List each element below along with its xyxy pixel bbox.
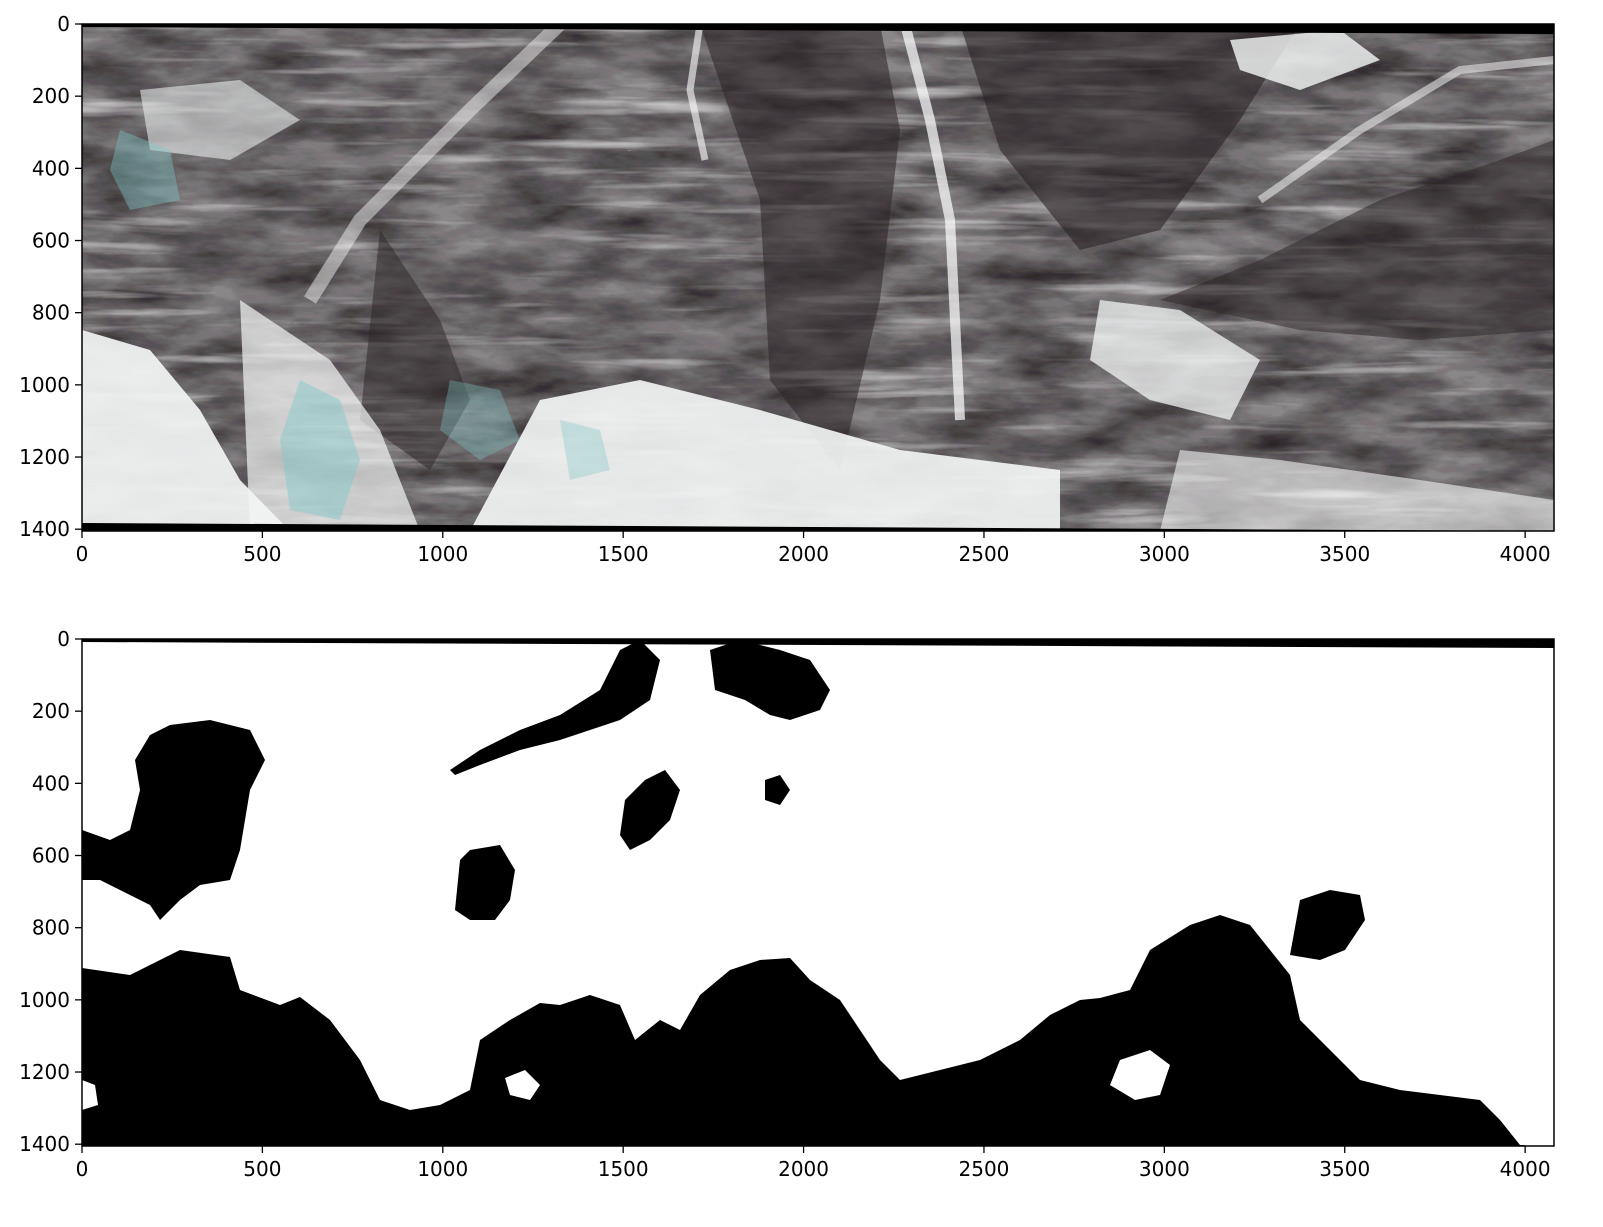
x-tick-label: 1500 (598, 1157, 649, 1181)
snow-mask-axes: 0 500 1000 1500 2000 2500 3000 3500 4000 0 200 400 6… (19, 627, 1550, 1181)
y-tick-label: 800 (32, 301, 70, 325)
y-tick-label: 600 (32, 844, 70, 868)
x-tick-label: 2500 (959, 542, 1010, 566)
y-tick-label: 800 (32, 916, 70, 940)
y-tick-label: 400 (32, 771, 70, 795)
x-tick-label: 2500 (959, 1157, 1010, 1181)
x-tick-label: 4000 (1500, 1157, 1551, 1181)
x-tick-label: 2000 (778, 1157, 829, 1181)
satellite-image (82, 24, 1554, 531)
snow-mask-frame (81, 638, 1555, 1147)
x-tick-label: 2000 (778, 542, 829, 566)
y-tick-label: 1400 (19, 1132, 70, 1156)
y-tick-label: 200 (32, 84, 70, 108)
y-tick-label: 1000 (19, 373, 70, 397)
x-tick-label: 3500 (1319, 542, 1370, 566)
y-tick-label: 0 (57, 627, 70, 651)
y-tick-label: 400 (32, 156, 70, 180)
satellite-image-panel: 0 500 1000 1500 2000 2500 3000 3500 4000 0 200 400 6… (19, 12, 1555, 566)
x-tick-label: 3000 (1139, 542, 1190, 566)
y-tick-label: 1400 (19, 517, 70, 541)
x-tick-label: 500 (243, 542, 281, 566)
x-tick-label: 4000 (1500, 542, 1551, 566)
snow-mask-panel: 0 500 1000 1500 2000 2500 3000 3500 4000 0 200 400 6… (19, 627, 1555, 1181)
snow-mask-image (82, 639, 1554, 1146)
y-tick-label: 200 (32, 699, 70, 723)
satellite-image-frame (81, 23, 1555, 532)
x-tick-label: 0 (76, 1157, 89, 1181)
y-tick-label: 1200 (19, 1060, 70, 1084)
x-tick-label: 1000 (417, 542, 468, 566)
x-tick-label: 0 (76, 542, 89, 566)
x-tick-label: 3000 (1139, 1157, 1190, 1181)
x-tick-label: 500 (243, 1157, 281, 1181)
y-tick-label: 1000 (19, 988, 70, 1012)
satellite-image-axes: 0 500 1000 1500 2000 2500 3000 3500 4000 0 200 400 6… (19, 12, 1550, 566)
y-tick-label: 600 (32, 229, 70, 253)
x-tick-label: 3500 (1319, 1157, 1370, 1181)
x-tick-label: 1000 (417, 1157, 468, 1181)
y-tick-label: 0 (57, 12, 70, 36)
x-tick-label: 1500 (598, 542, 649, 566)
y-tick-label: 1200 (19, 445, 70, 469)
